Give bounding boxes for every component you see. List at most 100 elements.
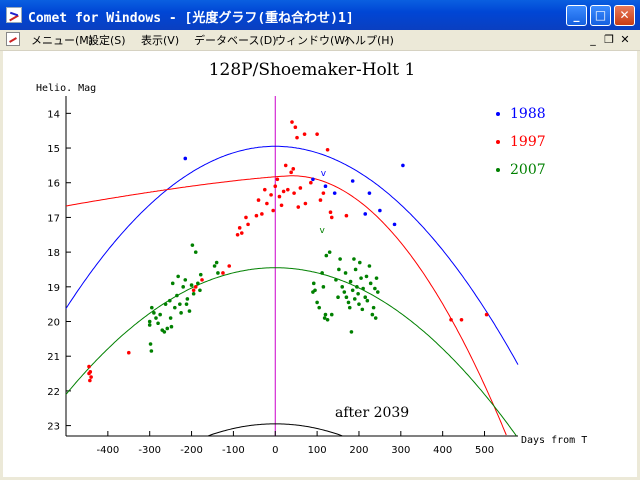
point-series-2 [340,285,345,289]
point-series-1 [321,191,326,195]
point-series-1 [298,186,303,190]
point-series-1 [286,187,290,192]
point-series-2 [198,288,202,293]
point-series-2 [198,272,203,277]
point-series-0 [378,208,382,213]
window-frame-right [637,51,640,480]
point-series-1 [126,350,131,355]
menu-item-menu[interactable]: メニュー(M) [31,34,94,47]
mdi-close-button[interactable]: ✕ [620,33,630,46]
menu-item-window[interactable]: ウィンドウ(W) [275,34,350,47]
y-tick-label: 14 [47,109,60,120]
point-series-0 [401,163,405,168]
app-icon[interactable] [6,7,22,23]
point-series-2 [170,281,175,286]
y-tick-label: 17 [47,213,60,224]
chart-area [0,51,640,480]
point-series-2 [158,312,162,317]
minimize-button[interactable]: _ [566,5,587,26]
point-series-2 [193,250,198,254]
point-series-2 [216,271,220,275]
point-series-1 [237,226,242,230]
point-series-1 [265,201,269,206]
point-series-2 [156,321,160,326]
y-tick-label: 16 [47,179,60,190]
curve-series-1 [65,175,507,436]
marker-v-series-2: v [319,226,325,236]
document-menu-icon[interactable] [6,32,20,46]
point-series-2 [147,319,152,324]
point-series-1 [260,212,264,216]
point-series-2 [342,290,347,294]
point-series-0 [332,191,337,195]
point-series-1 [262,187,267,192]
point-series-2 [148,342,153,346]
point-series-2 [374,276,379,280]
point-series-2 [353,267,358,272]
window-title: Comet for Windows - [光度グラフ(重ね合わせ)1] [28,11,354,26]
x-tick-label: -100 [222,445,245,456]
point-series-2 [360,307,365,312]
point-series-1 [328,210,333,215]
point-series-2 [191,291,196,296]
point-series-1 [303,201,308,206]
observation-points: vv [87,120,489,383]
point-series-0 [392,222,397,227]
point-series-2 [347,305,352,310]
point-series-1 [221,271,225,275]
curve-series-3 [208,423,343,437]
point-series-0 [183,156,188,161]
point-series-2 [149,305,154,310]
axes: 14 15 16 17 18 19 20 21 22 23 -400 -300 -200 -100 0 100… [47,96,518,456]
point-series-1 [89,375,93,379]
point-series-2 [352,257,356,261]
point-series-1 [302,132,307,136]
point-series-2 [350,288,355,293]
point-series-2 [320,271,324,275]
point-series-1 [244,215,248,220]
point-series-2 [324,253,329,258]
maximize-button[interactable]: □ [590,5,611,26]
legend-marker-1 [496,140,500,144]
point-series-2 [178,302,182,306]
point-series-2 [352,297,357,301]
point-series-2 [189,283,194,287]
chart-title: 128P/Shoemaker-Holt 1 [209,60,416,80]
point-series-2 [323,312,328,317]
window-frame-bottom [0,477,640,480]
point-series-1 [290,120,294,124]
mdi-restore-button[interactable]: ❐ [604,33,614,46]
legend-label-0: 1988 [510,106,546,122]
point-series-2 [196,281,200,286]
menu-item-settings[interactable]: 設定(S) [88,34,126,47]
menu-item-view[interactable]: 表示(V) [141,34,180,47]
point-series-1 [484,312,489,317]
point-series-1 [295,135,299,140]
point-series-2 [344,295,349,300]
point-series-2 [343,271,348,275]
point-series-2 [313,288,317,293]
menu-item-database[interactable]: データベース(D) [194,34,277,47]
close-button[interactable]: ✕ [614,5,635,26]
point-series-0 [323,184,328,189]
point-series-2 [169,324,174,329]
y-tick-label: 21 [47,352,60,363]
point-series-1 [227,264,232,268]
y-tick-label: 18 [47,248,60,259]
mdi-minimize-button[interactable]: _ [590,33,596,46]
menu-item-help[interactable]: ヘルプ(H) [344,34,394,47]
legend-marker-0 [496,112,500,116]
x-tick-label: 500 [475,445,494,456]
point-series-2 [311,281,316,286]
point-series-2 [152,311,156,315]
point-series-2 [349,330,354,334]
window-frame-left [0,51,3,480]
point-series-2 [364,274,369,279]
point-series-2 [355,285,359,289]
point-series-1 [200,278,204,282]
title-bar[interactable]: Comet for Windows - [光度グラフ(重ね合わせ)1] _ □ … [0,0,640,30]
y-tick-label: 19 [47,283,60,294]
point-series-2 [168,316,173,320]
point-series-2 [346,300,351,305]
